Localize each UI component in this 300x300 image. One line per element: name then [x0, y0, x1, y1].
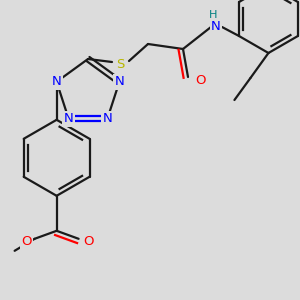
- Text: N: N: [103, 112, 112, 125]
- Text: O: O: [83, 235, 94, 248]
- Text: N: N: [115, 75, 124, 88]
- Text: O: O: [196, 74, 206, 86]
- Text: N: N: [64, 112, 74, 125]
- Text: S: S: [116, 58, 124, 70]
- Text: O: O: [21, 235, 32, 248]
- Text: N: N: [52, 75, 61, 88]
- Text: N: N: [211, 20, 221, 34]
- Text: H: H: [209, 10, 217, 20]
